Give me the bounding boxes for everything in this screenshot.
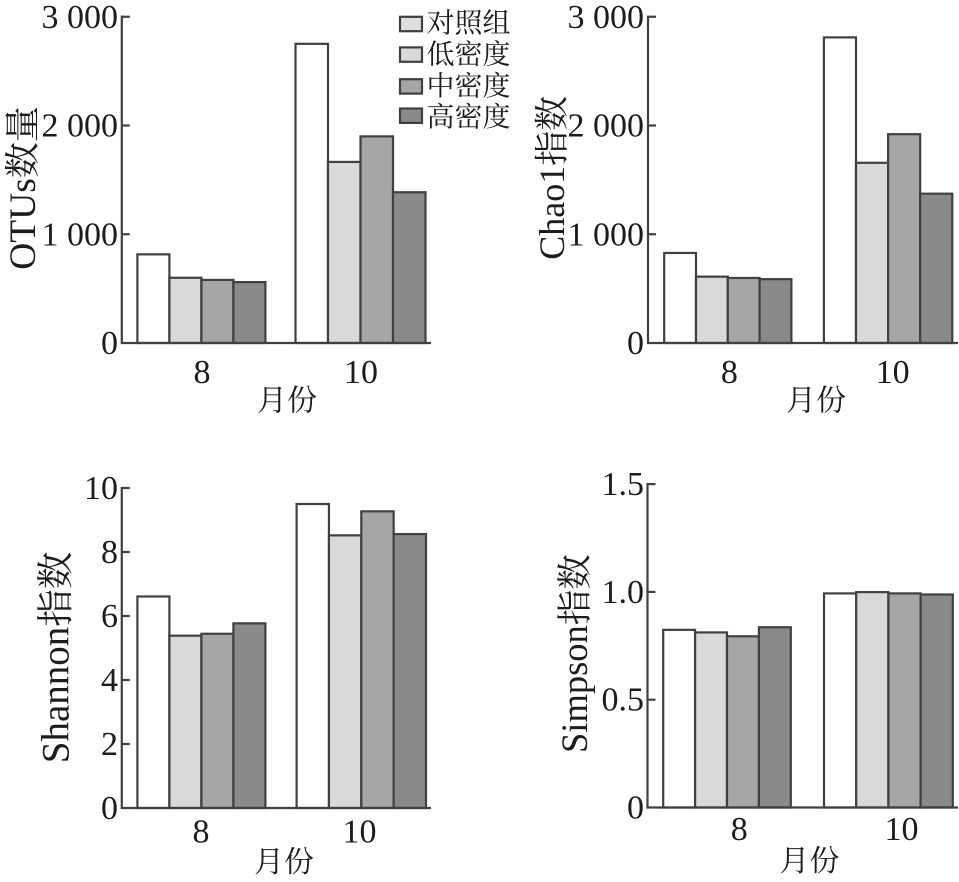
svg-text:10: 10: [876, 354, 910, 391]
svg-text:1 000: 1 000: [568, 216, 645, 253]
svg-text:0: 0: [627, 790, 644, 827]
svg-text:8: 8: [731, 811, 748, 848]
svg-text:10: 10: [885, 811, 919, 848]
svg-text:1.5: 1.5: [602, 466, 645, 503]
svg-text:10: 10: [343, 814, 377, 851]
svg-text:8: 8: [194, 354, 211, 391]
svg-text:0: 0: [101, 790, 118, 827]
svg-text:0: 0: [101, 325, 118, 362]
svg-text:Chao1: Chao1: [532, 166, 572, 260]
svg-text:1 000: 1 000: [42, 216, 119, 253]
svg-text:2: 2: [101, 726, 118, 763]
svg-text:4: 4: [101, 662, 118, 699]
svg-text:Simpson: Simpson: [554, 625, 595, 753]
svg-text:1.0: 1.0: [602, 574, 645, 611]
svg-text:6: 6: [101, 598, 118, 635]
svg-text:Shannon: Shannon: [35, 627, 78, 764]
svg-text:8: 8: [101, 534, 118, 571]
svg-text:2 000: 2 000: [42, 108, 119, 145]
svg-text:10: 10: [84, 470, 118, 507]
svg-text:3 000: 3 000: [42, 0, 119, 36]
svg-text:3 000: 3 000: [568, 0, 645, 36]
svg-text:8: 8: [721, 354, 738, 391]
svg-text:OTUs: OTUs: [3, 178, 44, 270]
svg-text:0: 0: [627, 325, 644, 362]
svg-text:10: 10: [344, 354, 378, 391]
svg-text:8: 8: [193, 814, 210, 851]
svg-text:2 000: 2 000: [568, 108, 645, 145]
svg-text:0.5: 0.5: [602, 682, 645, 719]
